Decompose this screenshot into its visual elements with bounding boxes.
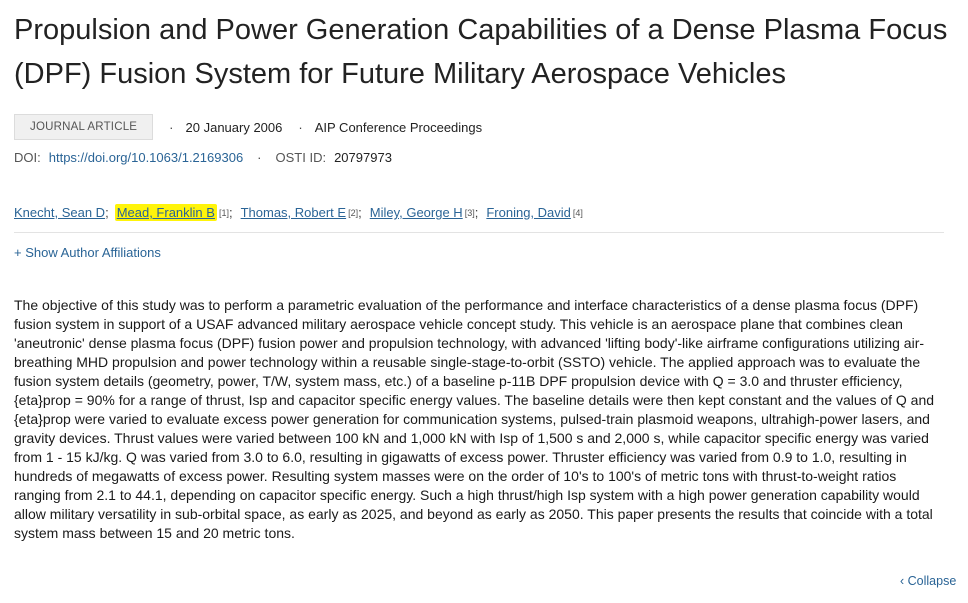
author-separator: ; <box>228 205 233 220</box>
osti-label: OSTI ID: <box>275 150 327 165</box>
show-affiliations-toggle[interactable]: + Show Author Affiliations <box>14 245 161 260</box>
meta-separator: · <box>169 119 174 135</box>
abstract-text: The objective of this study was to perfo… <box>14 297 935 541</box>
author-separator: ; <box>474 205 479 220</box>
author-link[interactable]: Miley, George H <box>369 205 463 220</box>
affiliation-ref: [2] <box>348 207 359 218</box>
affiliation-ref: [3] <box>464 207 475 218</box>
author-link[interactable]: Thomas, Robert E <box>240 205 347 220</box>
author-link[interactable]: Froning, David <box>486 205 571 220</box>
affiliation-ref: [4] <box>572 207 583 218</box>
author-list: Knecht, Sean D; Mead, Franklin B [1]; Tho… <box>14 204 583 221</box>
meta-separator: · <box>257 150 262 165</box>
author-separator: ; <box>105 205 109 220</box>
author-separator: ; <box>358 205 362 220</box>
author-link-highlighted[interactable]: Mead, Franklin B <box>114 204 217 221</box>
doi-link[interactable]: https://doi.org/10.1063/1.2169306 <box>48 150 244 165</box>
author-link[interactable]: Knecht, Sean D <box>14 205 106 220</box>
article-type-badge: JOURNAL ARTICLE <box>14 114 154 140</box>
section-divider <box>14 232 944 233</box>
osti-id: 20797973 <box>334 150 392 165</box>
collapse-abstract-button[interactable]: ‹ Collapse <box>900 574 957 588</box>
publication-date: 20 January 2006 <box>185 119 283 135</box>
doi-label: DOI: <box>14 150 41 165</box>
affiliation-ref: [1] <box>218 207 229 218</box>
article-title: Propulsion and Power Generation Capabili… <box>14 14 948 90</box>
meta-separator: · <box>298 119 303 135</box>
article-meta: JOURNAL ARTICLE · 20 January 2006 · AIP … <box>14 114 482 140</box>
publisher-name: AIP Conference Proceedings <box>314 119 483 135</box>
identifier-row: DOI: https://doi.org/10.1063/1.2169306 ·… <box>14 150 392 165</box>
